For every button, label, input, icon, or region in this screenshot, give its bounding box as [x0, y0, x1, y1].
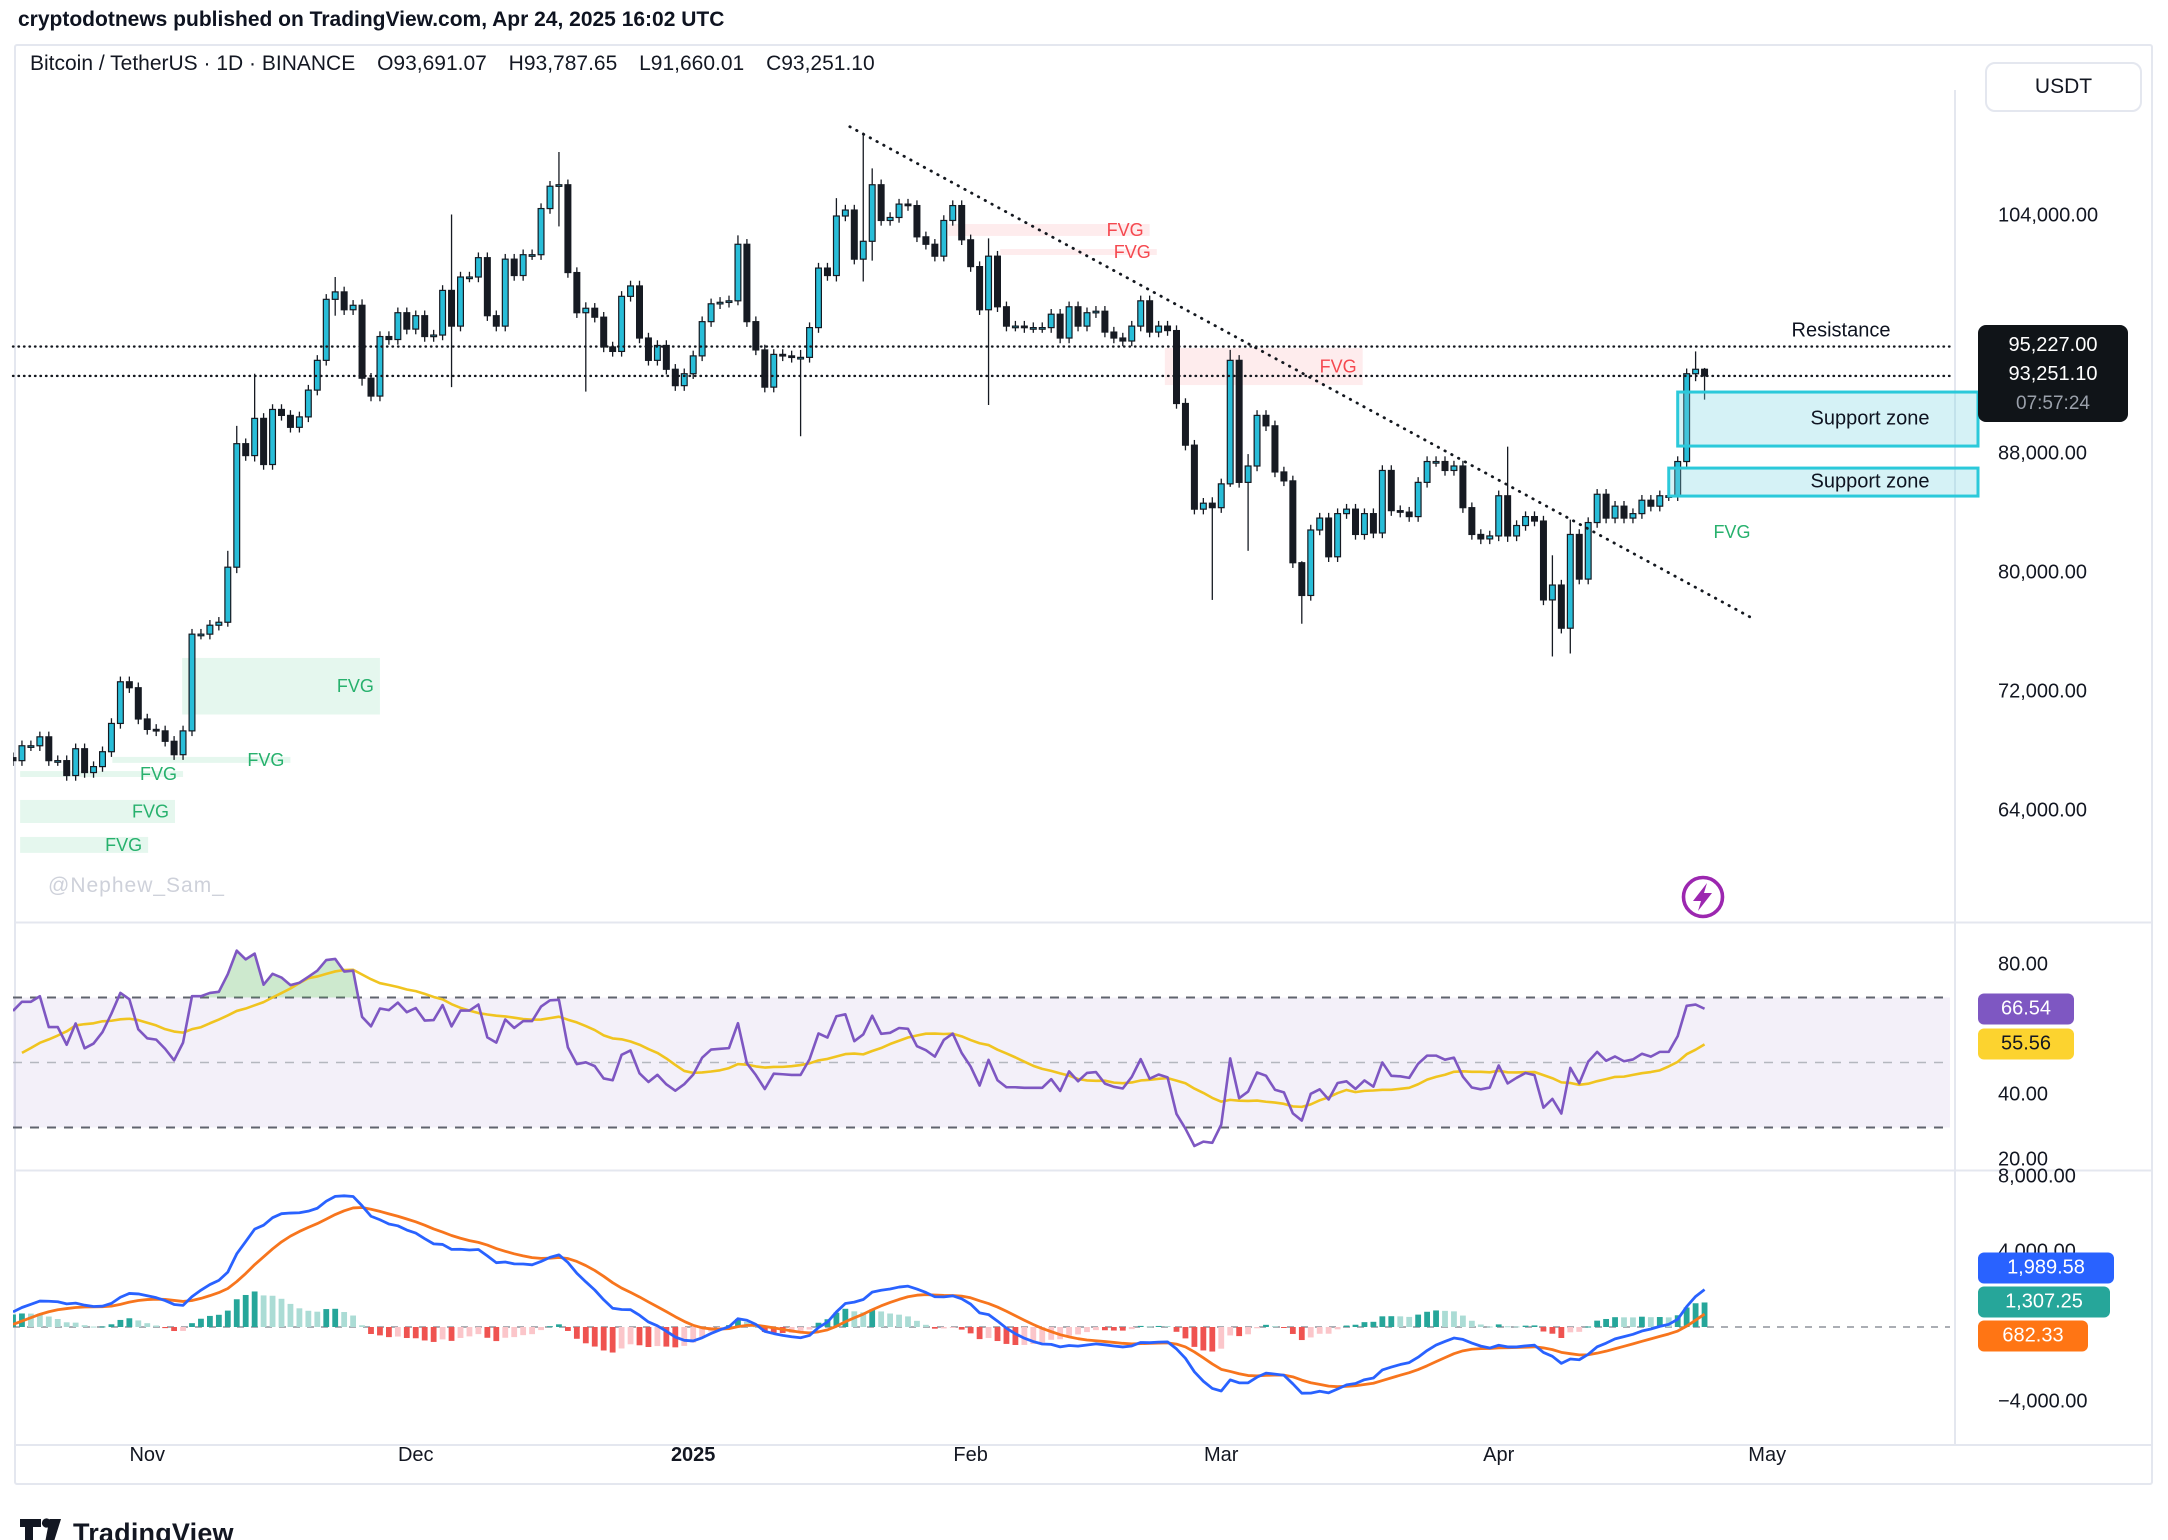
price-tick-104000: 104,000.00: [1998, 204, 2099, 227]
time-axis-Apr[interactable]: Apr: [1483, 1444, 1515, 1466]
fvg-label-red-0: FVG: [1107, 220, 1144, 240]
fvg-label-green-4: FVG: [105, 835, 142, 855]
macd-value-badge-0: 1,989.58: [1978, 1252, 2114, 1284]
fvg-label-red-2: FVG: [1320, 357, 1357, 377]
time-axis-Nov[interactable]: Nov: [129, 1444, 166, 1466]
rsi-pane: [13, 949, 1950, 1148]
tradingview-brand-text[interactable]: TradingView: [73, 1517, 234, 1540]
main-pane: [13, 125, 1757, 853]
tradingview-logo-icon: [20, 1518, 61, 1540]
resistance-price: 95,227.00: [2008, 333, 2098, 356]
fvg-zone-green-3: [20, 799, 175, 823]
rsi-overbought-fill: [37, 950, 359, 998]
time-axis-Feb[interactable]: Feb: [953, 1444, 988, 1466]
symbol-title[interactable]: Bitcoin / TetherUS · 1D · BINANCE: [30, 52, 356, 75]
fvg-zone-green-2: [20, 771, 184, 778]
ohlc-open: O93,691.07: [377, 52, 487, 75]
rsi-tick-80: 80.00: [1998, 953, 2049, 976]
author-watermark: @Nephew_Sam_: [48, 874, 225, 897]
price-tick-64000: 64,000.00: [1998, 799, 2087, 822]
chart-card: [14, 44, 2153, 1485]
price-lines: [11, 345, 1952, 378]
rsi-band: [13, 997, 1950, 1128]
rsi-tick-20: 20.00: [1998, 1148, 2049, 1171]
lightning-icon[interactable]: [1681, 875, 1725, 919]
footer: TradingView: [20, 1516, 234, 1540]
fvg-label-green-1: FVG: [247, 750, 284, 770]
time-axis-Dec[interactable]: Dec: [397, 1444, 434, 1466]
attribution-text: cryptodotnews published on TradingView.c…: [18, 8, 725, 31]
ohlc-close: C93,251.10: [766, 52, 875, 75]
fvg-zone-green-4: [20, 836, 149, 853]
fvg-label-green-0: FVG: [337, 676, 374, 696]
rsi-value-badge-1: 55.56: [1978, 1028, 2074, 1060]
fvg-label-green-3: FVG: [132, 801, 169, 821]
fvg-label-red-1: FVG: [1114, 242, 1151, 262]
macd-tick-8000: 8,000.00: [1998, 1165, 2076, 1188]
support-zones: [1667, 390, 1980, 498]
ohlc-low: L91,660.01: [639, 52, 745, 75]
price-tick-88000: 88,000.00: [1998, 442, 2087, 465]
descending-trendline: [848, 125, 1757, 622]
symbol-title-row: Bitcoin / TetherUS · 1D · BINANCE O93,69…: [30, 52, 875, 76]
macd-value-badge-2: 682.33: [1978, 1320, 2088, 1352]
pane-separators: [14, 90, 2153, 1446]
fvg-zone-red-0: [948, 224, 1150, 236]
price-axis-badge: 95,227.00 93,251.10 07:57:24: [1978, 325, 2128, 422]
macd-pane: [13, 1194, 1950, 1395]
support-zone-label-1: Support zone: [1810, 407, 1930, 430]
rsi-line: [13, 949, 1706, 1148]
price-tick-72000: 72,000.00: [1998, 680, 2087, 703]
macd-value-badge-1: 1,307.25: [1978, 1286, 2110, 1318]
last-price: 93,251.10: [2008, 363, 2098, 385]
price-tick-80000: 80,000.00: [1998, 561, 2087, 584]
rsi-value-badge-0: 66.54: [1978, 993, 2074, 1025]
bar-countdown: 07:57:24: [2016, 392, 2090, 414]
fvg-zone-green-1: [112, 756, 291, 763]
currency-toggle-button[interactable]: USDT: [1985, 62, 2142, 112]
fvg-label-green-5: FVG: [1713, 522, 1750, 542]
support-zone-1: [1667, 466, 1980, 498]
support-zone-label-2: Support zone: [1810, 470, 1930, 493]
resistance-label: Resistance: [1791, 319, 1891, 342]
time-axis-May[interactable]: May: [1748, 1444, 1787, 1466]
fvg-zone-red-2: [1164, 347, 1363, 386]
macd-tick--4000: −4,000.00: [1998, 1390, 2088, 1413]
macd-signal-line: [13, 1206, 1706, 1389]
macd-histogram: [13, 1291, 1708, 1353]
time-axis-2025[interactable]: 2025: [670, 1444, 716, 1466]
macd-line: [13, 1194, 1706, 1395]
rsi-tick-40: 40.00: [1998, 1083, 2049, 1106]
fvg-zone-green-0: [182, 657, 380, 715]
support-zone-0: [1676, 390, 1980, 448]
candles: [13, 132, 1709, 781]
fvg-label-green-2: FVG: [140, 764, 177, 784]
ohlc-high: H93,787.65: [508, 52, 618, 75]
time-axis-Mar[interactable]: Mar: [1204, 1444, 1239, 1466]
